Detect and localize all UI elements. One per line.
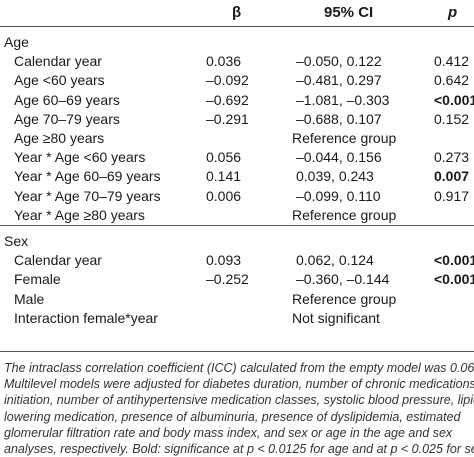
header-p: p (448, 4, 458, 21)
row-label: Year * Age ≥80 years (14, 206, 145, 223)
beta-cell: 0.141 (206, 168, 242, 185)
ci-cell: –0.688, 0.107 (296, 110, 382, 127)
ci-cell: –0.050, 0.122 (296, 53, 382, 70)
reference-cell: Reference group (292, 206, 397, 223)
ci-cell: 0.039, 0.243 (296, 168, 374, 185)
table-row: Calendar year 0.093 0.062, 0.124 <0.001 (0, 252, 474, 271)
footnote-line: glomerular filtration rate and body mass… (4, 425, 453, 440)
table-row: Age 70–79 years –0.291 –0.688, 0.107 0.152 (0, 111, 474, 130)
p-value-cell: 0.642 (434, 72, 470, 89)
p-value-cell: 0.412 (434, 53, 470, 70)
ci-cell: –0.044, 0.156 (296, 149, 382, 166)
p-value-cell: <0.001 (434, 252, 474, 269)
reference-cell: Reference group (292, 130, 397, 146)
ci-cell: –0.360, –0.144 (296, 271, 390, 288)
header-ci: 95% CI (324, 4, 374, 21)
table-row: Interaction female*year Not significant (0, 310, 474, 329)
table-row: Year * Age 60–69 years 0.141 0.039, 0.243 0… (0, 168, 474, 187)
p-value-cell: 0.917 (434, 187, 470, 204)
section-label: Sex (0, 233, 474, 252)
ci-cell: 0.062, 0.124 (296, 252, 374, 269)
p-value-cell: <0.001 (434, 271, 474, 288)
section-label-text: Age (4, 34, 29, 50)
table-row: Female –0.252 –0.360, –0.144 <0.001 (0, 271, 474, 290)
table-row: Calendar year 0.036 –0.050, 0.122 0.412 (0, 53, 474, 72)
table-row: Year * Age <60 years 0.056 –0.044, 0.156 0.… (0, 149, 474, 168)
reference-cell: Not significant (292, 309, 380, 326)
row-label: Female (14, 271, 61, 288)
beta-cell: –0.692 (206, 91, 249, 108)
row-label: Calendar year (14, 53, 102, 70)
beta-cell: 0.036 (206, 53, 242, 70)
footnote-line: The intraclass correlation coefficient (… (4, 361, 474, 375)
table-row: Year * Age ≥80 years Reference group (0, 207, 474, 226)
row-label: Year * Age <60 years (14, 149, 146, 166)
row-label: Interaction female*year (14, 309, 158, 326)
beta-cell: –0.291 (206, 110, 249, 127)
p-value-cell: <0.001 (434, 91, 474, 108)
beta-cell: 0.056 (206, 149, 242, 166)
row-label: Male (14, 290, 45, 307)
row-label: Year * Age 70–79 years (14, 187, 161, 204)
beta-cell: 0.093 (206, 252, 242, 269)
section-label-text: Sex (4, 233, 29, 249)
footnote-line: Multilevel models were adjusted for diab… (4, 377, 474, 392)
footnote-line: lowering medication, presence of albumin… (4, 409, 461, 424)
ci-cell: –1.081, –0.303 (296, 91, 390, 108)
beta-cell: –0.092 (206, 72, 249, 89)
table-row: Age <60 years –0.092 –0.481, 0.297 0.642 (0, 72, 474, 91)
header-beta: β (232, 4, 242, 21)
table-row: Male Reference group (0, 291, 474, 310)
row-label: Age ≥80 years (14, 130, 105, 146)
bottom-rule (0, 351, 474, 352)
row-label: Age <60 years (14, 72, 105, 89)
beta-cell: –0.252 (206, 271, 249, 288)
reference-cell: Reference group (292, 290, 397, 307)
section-rule (0, 225, 474, 226)
p-value-cell: 0.007 (434, 168, 470, 185)
table-row: Age 60–69 years –0.692 –1.081, –0.303 <0.00… (0, 92, 474, 111)
row-label: Age 70–79 years (14, 110, 120, 127)
row-label: Calendar year (14, 252, 102, 269)
row-label: Year * Age 60–69 years (14, 168, 161, 185)
table-row: Year * Age 70–79 years 0.006 –0.099, 0.110… (0, 188, 474, 207)
ci-cell: –0.481, 0.297 (296, 72, 382, 89)
header-rule (0, 26, 474, 27)
footnote: The intraclass correlation coefficient (… (4, 360, 474, 457)
section-label: Age (0, 34, 474, 53)
ci-cell: –0.099, 0.110 (296, 187, 381, 204)
beta-cell: 0.006 (206, 187, 242, 204)
table-row: Age ≥80 years Reference group (0, 130, 474, 149)
footnote-line: analyses, respectively. Bold: significan… (4, 441, 474, 456)
row-label: Age 60–69 years (14, 91, 120, 108)
table-header: β 95% CI p (0, 0, 474, 24)
footnote-line: initiation, number of antihypertensive m… (4, 393, 474, 408)
p-value-cell: 0.152 (434, 110, 470, 127)
p-value-cell: 0.273 (434, 149, 470, 166)
